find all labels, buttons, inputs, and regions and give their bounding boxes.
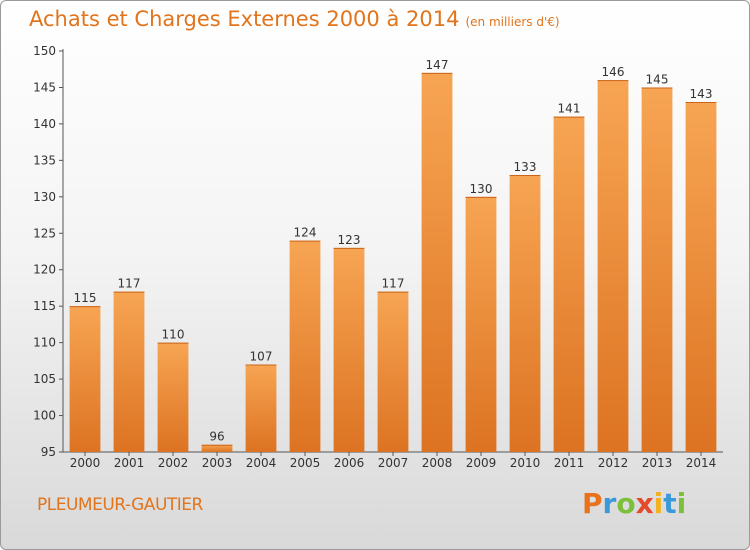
y-tick-label: 105 [33, 372, 56, 386]
x-tick-label: 2002 [158, 456, 189, 470]
data-labels-group: 115 117 110 96 107 124 123 117 147 130 133 141 146 14… [74, 58, 713, 444]
data-label: 146 [602, 65, 625, 79]
bar-2010 [509, 174, 541, 453]
y-tick-label: 115 [33, 299, 56, 313]
y-tick-label: 135 [33, 153, 56, 167]
bar-2004 [245, 364, 277, 452]
data-label: 117 [382, 277, 405, 291]
y-tick-label: 140 [33, 117, 56, 131]
bar-2008 [421, 72, 453, 452]
data-label: 110 [162, 328, 185, 342]
x-tick-label: 2004 [246, 456, 277, 470]
x-tick-label: 2013 [642, 456, 673, 470]
logo-letter: i [676, 487, 687, 520]
data-label: 133 [514, 160, 537, 174]
x-tick-label: 2010 [510, 456, 541, 470]
chart-title: Achats et Charges Externes 2000 à 2014 (e… [29, 7, 560, 31]
x-tick-label: 2012 [598, 456, 629, 470]
data-label: 123 [338, 233, 361, 247]
bar-2003 [201, 444, 233, 452]
x-tick-label: 2009 [466, 456, 497, 470]
logo-letter: i [653, 487, 664, 520]
chart-title-text: Achats et Charges Externes 2000 à 2014 [29, 7, 460, 31]
x-tick-label: 2001 [114, 456, 145, 470]
data-label: 107 [250, 350, 273, 364]
x-tick-label: 2005 [290, 456, 321, 470]
bar-2002 [157, 342, 189, 452]
data-label: 96 [209, 430, 224, 444]
y-axis: 95 100 105 110 115 120 125 130 135 140 145 150 [33, 44, 64, 459]
data-label: 143 [690, 87, 713, 101]
bar-2009 [465, 196, 497, 452]
x-tick-label: 2007 [378, 456, 409, 470]
x-tick-label: 2014 [686, 456, 717, 470]
commune-name: PLEUMEUR-GAUTIER [37, 495, 203, 515]
bar-2000 [69, 306, 101, 452]
x-axis: 2000 2001 2002 2003 2004 2005 2006 2007 2008 2009… [63, 451, 723, 470]
data-label: 141 [558, 102, 581, 116]
data-label: 117 [118, 277, 141, 291]
data-label: 145 [646, 72, 669, 86]
x-tick-label: 2006 [334, 456, 365, 470]
logo-letter: r [602, 487, 617, 520]
y-tick-label: 120 [33, 263, 56, 277]
bar-2012 [597, 80, 629, 452]
logo-letter: x [635, 487, 654, 520]
x-tick-label: 2008 [422, 456, 453, 470]
logo-letter: o [616, 487, 636, 520]
y-tick-label: 145 [33, 80, 56, 94]
y-tick-label: 95 [41, 445, 56, 459]
y-tick-label: 150 [33, 44, 56, 58]
data-label: 147 [426, 58, 449, 72]
data-label: 124 [294, 226, 317, 240]
bars-group [69, 72, 717, 453]
bar-2001 [113, 291, 145, 452]
y-tick-label: 110 [33, 336, 56, 350]
bar-2007 [377, 291, 409, 452]
bar-2014 [685, 102, 717, 452]
x-tick-label: 2000 [70, 456, 101, 470]
y-tick-label: 125 [33, 226, 56, 240]
logo-letter: t [663, 487, 677, 520]
bar-2006 [333, 247, 365, 452]
proxiti-logo: Proxiti [582, 487, 686, 520]
chart-unit-text: (en milliers d'€) [465, 15, 560, 29]
y-tick-label: 130 [33, 190, 56, 204]
x-tick-label: 2011 [554, 456, 585, 470]
y-tick-label: 100 [33, 409, 56, 423]
bar-2011 [553, 116, 585, 453]
bar-2005 [289, 240, 321, 452]
data-label: 115 [74, 291, 97, 305]
logo-letter: P [582, 487, 603, 520]
data-label: 130 [470, 182, 493, 196]
bar-2013 [641, 87, 673, 453]
x-tick-label: 2003 [202, 456, 233, 470]
